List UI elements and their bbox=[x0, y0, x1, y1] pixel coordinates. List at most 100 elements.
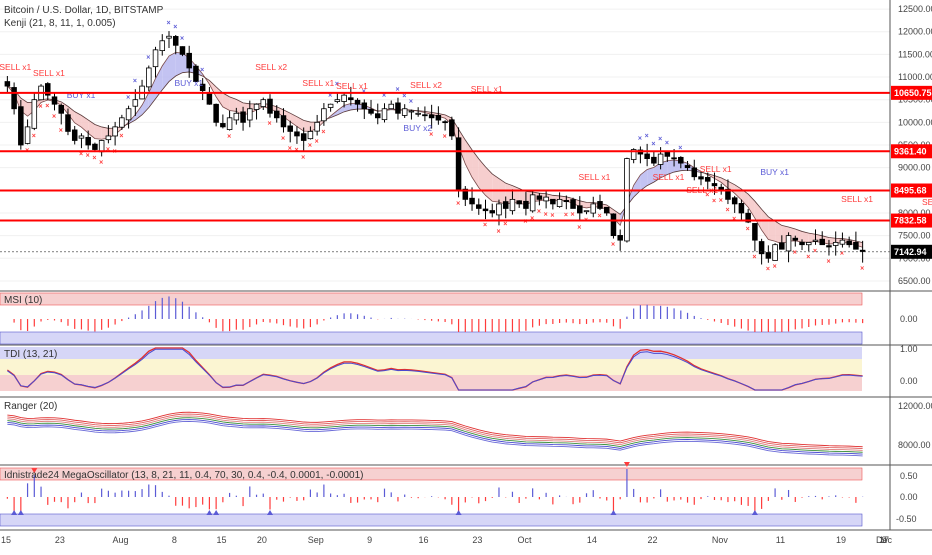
last-price-tag: 7142.94 bbox=[894, 247, 927, 257]
candle-body bbox=[832, 242, 839, 246]
candle-body bbox=[354, 99, 361, 105]
cloud-segment bbox=[303, 120, 311, 132]
candle-body bbox=[71, 129, 78, 141]
signal-x-marker: × bbox=[496, 228, 500, 235]
candle-body bbox=[590, 203, 597, 214]
level-tag: 8495.68 bbox=[894, 186, 927, 196]
tdi-lower-band bbox=[0, 375, 862, 391]
tdi-tick-top: 1.00 bbox=[900, 344, 918, 354]
candles bbox=[4, 31, 866, 265]
signal-x-marker: × bbox=[645, 133, 649, 140]
candle-body bbox=[341, 94, 347, 102]
candle-body bbox=[388, 103, 394, 110]
signal-x-marker: × bbox=[126, 95, 130, 102]
mega-oscillator-pane[interactable]: Idnistrade24 MegaOscillator (13, 8, 21, … bbox=[0, 462, 918, 527]
signal-x-marker: × bbox=[658, 136, 662, 143]
candle-body bbox=[247, 108, 253, 121]
cloud-segment bbox=[748, 194, 755, 219]
ranger-pane[interactable]: Ranger (20) 12000.00 8000.00 bbox=[4, 401, 932, 457]
cloud-segment bbox=[465, 140, 473, 178]
msi-title: MSI (10) bbox=[4, 295, 42, 306]
candle-body bbox=[4, 81, 11, 87]
tdi-title: TDI (13, 21) bbox=[4, 349, 57, 360]
cloud-segment bbox=[741, 189, 749, 208]
candle-body bbox=[395, 102, 401, 114]
signal-x-marker: × bbox=[99, 159, 103, 166]
candle-body bbox=[132, 99, 139, 107]
cloud-segment bbox=[162, 56, 169, 90]
time-axis-tick: Nov bbox=[712, 535, 729, 545]
signal-x-marker: × bbox=[227, 134, 231, 141]
time-axis-tick: 15 bbox=[216, 535, 226, 545]
signal-label: BUY x2 bbox=[403, 123, 432, 133]
signal-label: SELL x1 bbox=[653, 172, 685, 182]
price-axis-tick: 6500.00 bbox=[898, 276, 931, 286]
candle-body bbox=[85, 136, 91, 146]
mega-sell-arrow bbox=[31, 468, 38, 474]
mega-tick-high: 0.50 bbox=[900, 471, 918, 481]
mega-buy-arrow bbox=[267, 510, 274, 515]
signal-x-marker: × bbox=[456, 200, 460, 207]
cloud-segment bbox=[492, 173, 499, 203]
signal-x-marker: × bbox=[597, 213, 601, 220]
signal-label: SELL x1 bbox=[700, 164, 732, 174]
candle-body bbox=[51, 96, 58, 105]
mega-upper-band bbox=[0, 467, 863, 481]
ranger-tick-low: 8000.00 bbox=[898, 440, 931, 450]
signal-x-marker: × bbox=[335, 81, 339, 88]
mega-buy-arrow bbox=[610, 510, 617, 515]
signal-x-marker: × bbox=[577, 224, 581, 231]
candle-body bbox=[92, 143, 98, 150]
candle-body bbox=[684, 165, 691, 169]
tdi-upper-band bbox=[0, 347, 862, 359]
candle-body bbox=[159, 40, 166, 52]
msi-pane[interactable]: MSI (10) 0.00 bbox=[0, 292, 918, 345]
candle-body bbox=[678, 156, 684, 164]
mega-histogram bbox=[6, 462, 864, 515]
signal-x-marker: × bbox=[503, 221, 507, 228]
candle-body bbox=[422, 114, 428, 117]
cloud-segment bbox=[472, 149, 479, 188]
signal-x-marker: × bbox=[32, 133, 36, 140]
ranger-band-line bbox=[7, 413, 863, 450]
candle-body bbox=[502, 201, 509, 209]
signal-x-marker: × bbox=[166, 20, 170, 27]
candle-body bbox=[469, 197, 475, 205]
candle-body bbox=[617, 235, 623, 241]
cloud-segment bbox=[653, 162, 661, 183]
candle-body bbox=[698, 176, 704, 180]
candle-body bbox=[45, 83, 51, 96]
mega-sell-arrow bbox=[623, 462, 630, 467]
signal-x-marker: × bbox=[308, 143, 312, 150]
price-pane[interactable]: ×× ×××× × ×××××××××××××××××××××××××× ××××× × ×… bbox=[0, 5, 932, 282]
candle-body bbox=[859, 249, 866, 252]
cloud-segment bbox=[714, 175, 722, 183]
cloud-segment bbox=[175, 52, 183, 77]
candle-body bbox=[240, 111, 246, 123]
signal-x-marker: × bbox=[665, 140, 669, 147]
candle-body bbox=[300, 133, 307, 141]
last-price-tag-bg bbox=[891, 244, 932, 259]
candle-body bbox=[226, 117, 233, 130]
mega-buy-arrow bbox=[455, 510, 462, 515]
signal-x-marker: × bbox=[92, 155, 96, 162]
time-axis-tick: 16 bbox=[419, 535, 429, 545]
signal-x-marker: × bbox=[409, 99, 413, 106]
signal-x-marker: × bbox=[52, 113, 56, 120]
candle-body bbox=[853, 241, 859, 250]
signal-x-marker: × bbox=[813, 248, 817, 255]
candle-body bbox=[476, 204, 482, 209]
price-axis-tick: 9000.00 bbox=[898, 163, 931, 173]
cloud-segment bbox=[775, 221, 782, 244]
candle-body bbox=[267, 98, 273, 114]
level-tag-bg bbox=[891, 144, 932, 159]
msi-histogram bbox=[13, 296, 864, 332]
mega-buy-arrow bbox=[206, 510, 213, 515]
signal-x-marker: × bbox=[429, 132, 433, 139]
candle-body bbox=[610, 213, 617, 237]
time-axis-tick: Aug bbox=[112, 535, 128, 545]
candle-body bbox=[806, 242, 812, 246]
tdi-pane[interactable]: TDI (13, 21) 1.00 0.00 bbox=[0, 344, 918, 391]
